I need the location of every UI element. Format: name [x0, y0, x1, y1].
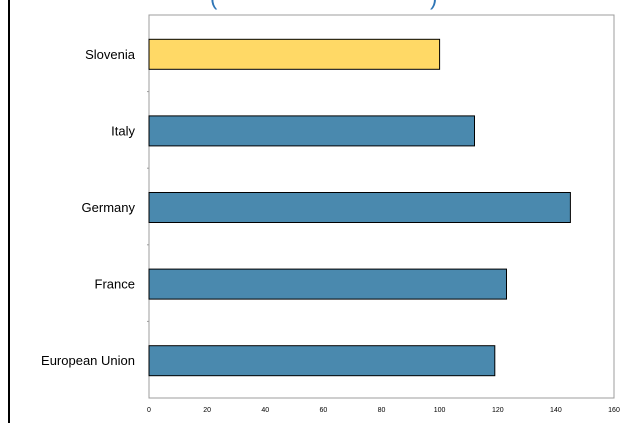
left-border-rule [8, 0, 10, 423]
category-label-european-union: European Union [41, 353, 135, 368]
x-tick-label-20: 20 [203, 407, 211, 414]
x-tick-label-100: 100 [434, 407, 446, 414]
x-tick-label-40: 40 [261, 407, 269, 414]
bar-france [148, 268, 507, 300]
x-tick-label-60: 60 [320, 407, 328, 414]
x-tick-label-160: 160 [608, 407, 620, 414]
chart-title-close-paren: ) [430, 0, 437, 10]
bar-germany [148, 192, 571, 223]
category-label-france: France [95, 277, 135, 292]
x-tick-label-140: 140 [550, 407, 562, 414]
category-label-italy: Italy [111, 123, 135, 138]
bar-european-union [148, 345, 496, 377]
x-tick-label-120: 120 [492, 407, 504, 414]
x-tick-label-0: 0 [147, 407, 151, 414]
bar-italy [148, 115, 475, 147]
category-label-germany: Germany [82, 200, 136, 215]
category-label-slovenia: Slovenia [85, 47, 136, 62]
x-tick-label-80: 80 [378, 407, 386, 414]
chart-title-open-paren: ( [210, 0, 218, 10]
bar-slovenia [148, 38, 441, 70]
